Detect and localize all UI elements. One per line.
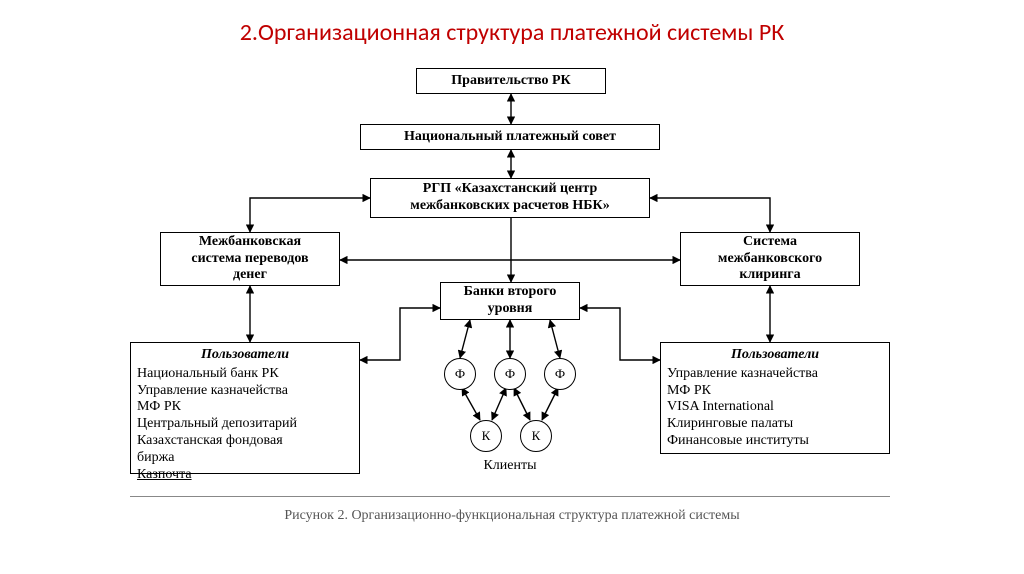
node-rgp: РГП «Казахстанский центр межбанковских р… <box>370 178 650 218</box>
node-interbank-clearing: Система межбанковского клиринга <box>680 232 860 286</box>
node-branch-f1: Ф <box>444 358 476 390</box>
separator-line <box>130 496 890 497</box>
users-left-line: Казахстанская фондовая <box>137 433 353 450</box>
users-left-line: биржа <box>137 450 353 467</box>
users-left-line: Национальный банк РК <box>137 366 353 383</box>
users-left-line: Управление казначейства <box>137 383 353 400</box>
users-left-line: Казпочта <box>137 467 353 484</box>
node-users-left: Пользователи Национальный банк РК Управл… <box>130 342 360 474</box>
users-right-header: Пользователи <box>667 347 883 364</box>
node-branch-f2: Ф <box>494 358 526 390</box>
clients-caption: Клиенты <box>440 458 580 474</box>
users-right-line: Управление казначейства <box>667 366 883 383</box>
node-interbank-transfers: Межбанковская система переводов денег <box>160 232 340 286</box>
node-branch-f3: Ф <box>544 358 576 390</box>
node-client-k2: К <box>520 420 552 452</box>
node-council: Национальный платежный совет <box>360 124 660 150</box>
users-left-line: МФ РК <box>137 399 353 416</box>
users-right-line: МФ РК <box>667 383 883 400</box>
node-client-k1: К <box>470 420 502 452</box>
node-government: Правительство РК <box>416 68 606 94</box>
node-second-tier-banks: Банки второго уровня <box>440 282 580 320</box>
users-right-line: Клиринговые палаты <box>667 416 883 433</box>
page-title: 2.Организационная структура платежной си… <box>0 18 1024 47</box>
users-right-line: VISA International <box>667 399 883 416</box>
users-left-header: Пользователи <box>137 347 353 364</box>
org-chart: Правительство РК Национальный платежный … <box>0 60 1024 560</box>
users-left-line: Центральный депозитарий <box>137 416 353 433</box>
users-right-line: Финансовые институты <box>667 433 883 450</box>
node-users-right: Пользователи Управление казначейства МФ … <box>660 342 890 454</box>
figure-caption: Рисунок 2. Организационно-функциональная… <box>0 508 1024 524</box>
